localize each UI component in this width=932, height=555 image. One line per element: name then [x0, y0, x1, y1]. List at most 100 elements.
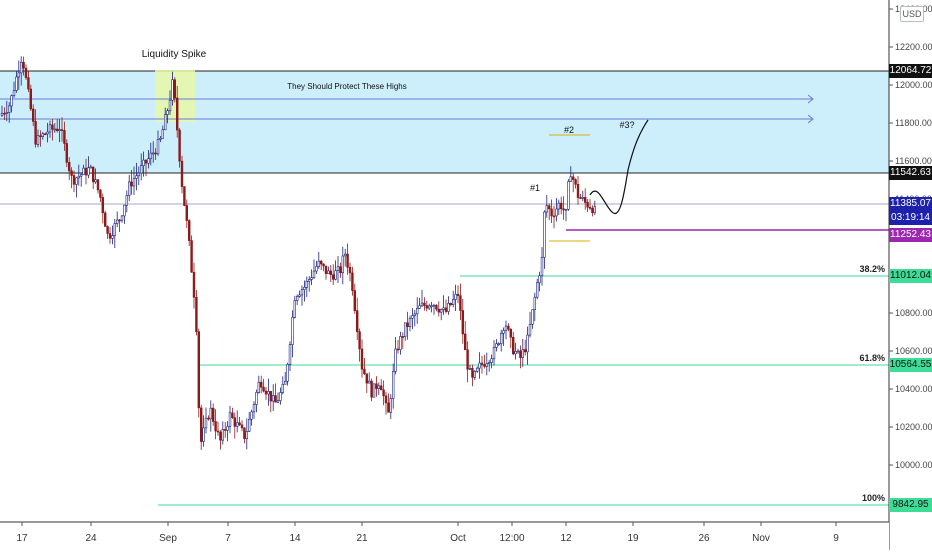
- candle-body: [317, 260, 320, 267]
- candle-body: [415, 308, 419, 315]
- candle-body: [48, 124, 52, 133]
- candle-body: [250, 411, 253, 420]
- candle-body: [190, 240, 193, 273]
- candle-body: [559, 202, 563, 210]
- candle-body: [257, 381, 260, 393]
- candle-body: [72, 175, 76, 185]
- candle-body: [485, 363, 488, 367]
- candle-body: [219, 431, 222, 441]
- candle-body: [384, 395, 388, 404]
- candle-body: [55, 128, 59, 131]
- candle-body: [164, 114, 167, 131]
- candle-body: [245, 431, 248, 439]
- candle-body: [430, 305, 433, 307]
- fib-100-label: 100%: [862, 493, 885, 503]
- candle-body: [540, 257, 544, 277]
- candle-body: [351, 272, 354, 291]
- candle-body: [293, 300, 296, 318]
- candle-body: [490, 358, 493, 363]
- time-tick-label: Oct: [450, 533, 466, 544]
- candle-body: [571, 176, 575, 180]
- currency-badge[interactable]: USD: [900, 6, 924, 22]
- candle-body: [173, 79, 176, 99]
- time-tick-label: 21: [356, 533, 368, 544]
- candle-body: [315, 266, 318, 272]
- candle-body: [123, 204, 126, 217]
- candle-body: [288, 344, 292, 365]
- candle-body: [84, 167, 88, 176]
- candle-body: [454, 293, 457, 300]
- candle-body: [545, 205, 549, 213]
- candle-body: [209, 407, 212, 420]
- candle-body: [118, 219, 121, 222]
- candle-body: [319, 260, 323, 265]
- candle-body: [521, 349, 525, 358]
- candle-body: [550, 208, 553, 217]
- price-tick-label: 10200.00: [895, 422, 932, 432]
- candle-body: [132, 178, 136, 187]
- candle-body: [291, 317, 294, 345]
- time-tick-label: 26: [698, 533, 710, 544]
- candle-body: [480, 362, 484, 365]
- candle-body: [487, 362, 491, 364]
- candle-body: [262, 386, 265, 392]
- candle-body: [224, 429, 227, 431]
- time-tick-label: Nov: [752, 533, 770, 544]
- candle-body: [214, 421, 217, 432]
- candle-body: [259, 381, 263, 388]
- candle-body: [533, 296, 537, 311]
- candle-body: [192, 271, 196, 298]
- candle-body: [298, 294, 301, 297]
- candle-body: [322, 263, 325, 267]
- candle-body: [327, 270, 330, 274]
- candle-body: [379, 385, 383, 391]
- candle-body: [156, 139, 160, 155]
- candle-body: [195, 296, 198, 332]
- candle-body: [343, 253, 347, 257]
- candle-body: [17, 72, 20, 78]
- candle-body: [451, 299, 455, 306]
- candle-body: [286, 364, 289, 382]
- candle-body: [77, 175, 81, 179]
- candle-body: [586, 202, 589, 208]
- price-label-zone-top: 12064.72: [889, 64, 932, 78]
- candle-body: [34, 121, 37, 145]
- candle-body: [382, 389, 385, 397]
- candle-body: [355, 310, 359, 333]
- candle-body: [358, 331, 361, 350]
- candle-body: [197, 331, 200, 409]
- candle-body: [116, 219, 119, 224]
- candle-body: [252, 404, 256, 413]
- candle-body: [473, 371, 476, 378]
- candle-body: [12, 90, 16, 96]
- candle-body: [588, 206, 592, 209]
- price-tick-label: 10000.00: [895, 460, 932, 470]
- candle-body: [567, 181, 570, 210]
- candle-body: [8, 105, 11, 113]
- candle-body: [449, 303, 452, 306]
- candle-body: [516, 350, 520, 353]
- candle-body: [483, 364, 486, 367]
- candle-body: [92, 166, 95, 183]
- candle-body: [5, 112, 9, 114]
- candle-body: [466, 349, 469, 370]
- candle-body: [312, 270, 316, 278]
- candle-body: [591, 207, 594, 214]
- candle-body: [236, 422, 239, 427]
- candle-body: [353, 290, 356, 311]
- protect-arrow-head-lower: [807, 114, 814, 124]
- candle-body: [274, 395, 277, 403]
- candle-body: [166, 110, 169, 115]
- candle-body: [295, 296, 299, 301]
- price-tick-label: 12000.00: [895, 80, 932, 90]
- candle-body: [367, 380, 371, 384]
- candle-body: [439, 309, 443, 313]
- candle-body: [152, 152, 155, 155]
- time-axis-bg: [0, 522, 889, 550]
- time-tick-label: 12:00: [499, 533, 524, 544]
- candle-body: [499, 333, 503, 345]
- time-tick-label: 17: [16, 533, 28, 544]
- candle-body: [459, 295, 462, 311]
